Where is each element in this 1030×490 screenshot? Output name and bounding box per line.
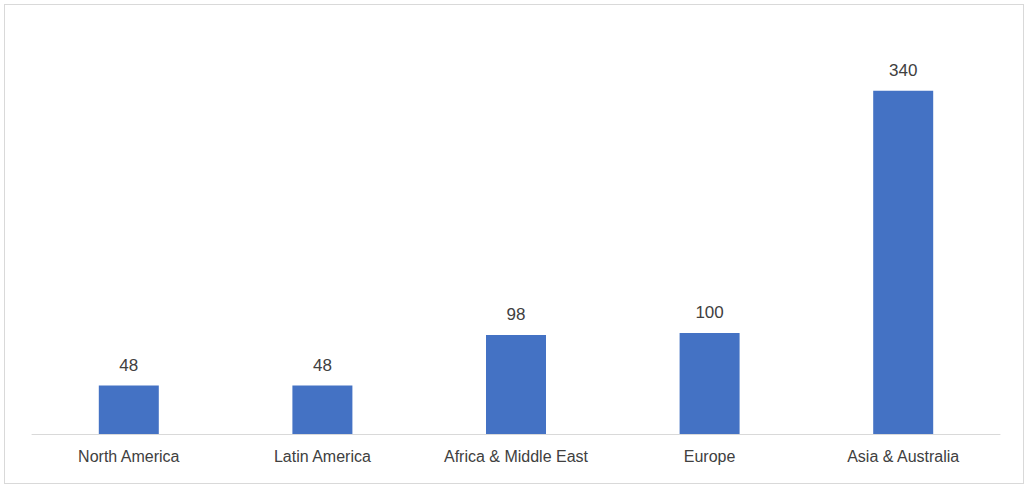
svg-text:Asia & Australia: Asia & Australia xyxy=(847,448,959,465)
svg-text:Latin America: Latin America xyxy=(274,448,371,465)
svg-text:48: 48 xyxy=(119,356,138,375)
svg-text:48: 48 xyxy=(313,356,332,375)
svg-text:100: 100 xyxy=(695,303,723,322)
svg-text:340: 340 xyxy=(889,61,917,80)
svg-text:98: 98 xyxy=(507,305,526,324)
svg-text:Europe: Europe xyxy=(684,448,736,465)
svg-text:North America: North America xyxy=(78,448,179,465)
svg-text:Africa & Middle East: Africa & Middle East xyxy=(444,448,589,465)
